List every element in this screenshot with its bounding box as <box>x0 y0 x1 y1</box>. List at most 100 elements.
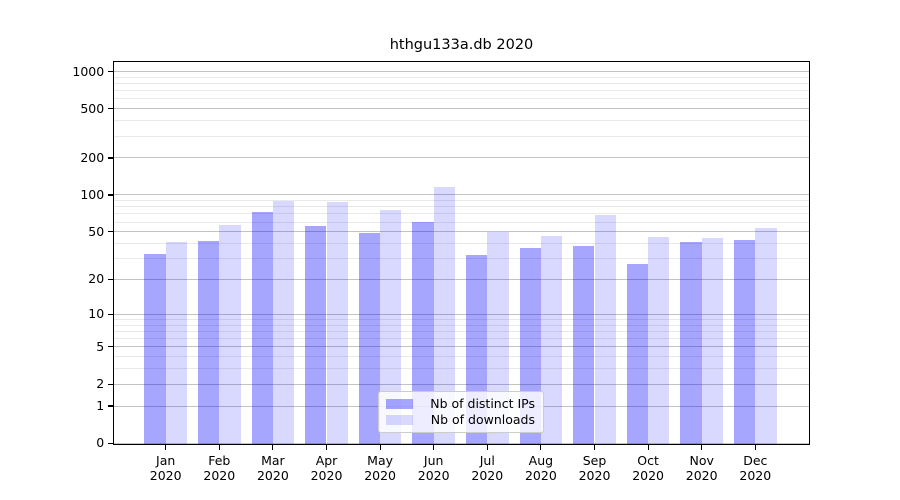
gridline-minor-y-40 <box>113 242 810 244</box>
y-tick-mark-1000 <box>108 70 113 73</box>
y-tick-label-50: 50 <box>88 223 105 239</box>
bar-nb-of-downloads-jun-2020 <box>433 187 456 445</box>
bar-nb-of-downloads-dec-2020 <box>755 227 777 445</box>
x-tick-label-jul-2020: Jul 2020 <box>471 452 504 484</box>
bar-nb-of-downloads-apr-2020 <box>326 201 348 445</box>
gridline-major-y-500 <box>113 108 810 110</box>
x-tick-label-apr-2020: Apr 2020 <box>310 452 343 484</box>
y-tick-label-100: 100 <box>80 186 105 202</box>
gridline-minor-y-60 <box>113 221 810 223</box>
gridline-minor-y-70 <box>113 213 810 215</box>
gridline-major-y-0 <box>113 442 810 444</box>
bar-nb-of-distinct-ips-mar-2020 <box>251 212 273 445</box>
bar-nb-of-distinct-ips-jun-2020 <box>412 222 434 445</box>
bar-nb-of-downloads-oct-2020 <box>648 237 670 445</box>
gridline-minor-y-3 <box>113 368 810 370</box>
gridline-minor-y-600 <box>113 98 810 100</box>
gridline-major-y-5 <box>113 346 810 348</box>
bar-nb-of-distinct-ips-dec-2020 <box>733 239 756 445</box>
gridline-minor-y-9 <box>113 318 810 320</box>
bar-nb-of-downloads-mar-2020 <box>272 200 295 445</box>
gridline-major-y-10 <box>113 313 810 315</box>
bar-nb-of-downloads-aug-2020 <box>540 236 563 445</box>
y-tick-label-1: 1 <box>96 398 105 413</box>
x-tick-label-may-2020: May 2020 <box>364 452 396 484</box>
y-tick-label-2: 2 <box>96 376 105 392</box>
gridline-minor-y-8 <box>113 324 810 326</box>
legend-label-distinct-ips: Nb of distinct IPs <box>430 396 535 411</box>
y-tick-mark-5 <box>108 346 113 348</box>
x-tick-mark-nov-2020 <box>701 445 703 450</box>
y-tick-mark-10 <box>108 313 113 315</box>
chart-title: hthgu133a.db 2020 <box>389 37 534 53</box>
y-tick-label-5: 5 <box>96 338 105 354</box>
x-tick-mark-jun-2020 <box>433 445 435 450</box>
gridline-minor-y-300 <box>113 135 810 137</box>
y-tick-mark-500 <box>108 108 113 110</box>
gridline-minor-y-6 <box>113 338 810 340</box>
y-tick-label-500: 500 <box>80 100 105 116</box>
bar-nb-of-downloads-jan-2020 <box>165 242 188 445</box>
x-tick-label-sep-2020: Sep 2020 <box>578 452 611 484</box>
legend-label-downloads: Nb of downloads <box>430 412 535 427</box>
gridline-minor-y-900 <box>113 76 810 78</box>
x-tick-mark-dec-2020 <box>754 445 756 450</box>
gridline-major-y-2 <box>113 383 810 385</box>
y-tick-label-200: 200 <box>80 149 105 165</box>
y-tick-label-0: 0 <box>96 435 105 451</box>
y-tick-mark-2 <box>108 383 113 385</box>
legend-row-distinct-ips: Nb of distinct IPs <box>386 396 535 412</box>
gridline-major-y-20 <box>113 278 810 280</box>
x-tick-label-oct-2020: Oct 2020 <box>632 452 664 484</box>
bar-nb-of-distinct-ips-feb-2020 <box>197 240 220 445</box>
gridline-major-y-1000 <box>113 71 810 73</box>
gridline-minor-y-400 <box>113 120 810 122</box>
y-tick-mark-200 <box>108 157 113 159</box>
x-tick-mark-aug-2020 <box>540 445 542 450</box>
gridline-minor-y-80 <box>113 206 810 208</box>
y-tick-mark-100 <box>108 194 113 196</box>
x-tick-mark-sep-2020 <box>593 445 596 450</box>
bar-nb-of-downloads-feb-2020 <box>219 224 241 445</box>
gridline-minor-y-4 <box>113 356 810 358</box>
legend-row-downloads: Nb of downloads <box>386 412 535 428</box>
y-tick-label-10: 10 <box>88 306 105 322</box>
gridline-minor-y-90 <box>113 200 810 202</box>
plot-area <box>113 61 810 445</box>
bar-nb-of-distinct-ips-jan-2020 <box>144 253 166 445</box>
y-tick-mark-1 <box>108 405 113 407</box>
y-tick-label-1000: 1000 <box>72 63 105 79</box>
y-tick-label-20: 20 <box>88 271 105 287</box>
gridline-minor-y-30 <box>113 258 810 260</box>
bar-nb-of-distinct-ips-may-2020 <box>358 232 381 445</box>
x-tick-label-mar-2020: Mar 2020 <box>256 452 289 484</box>
x-tick-label-dec-2020: Dec 2020 <box>739 452 772 484</box>
gridline-minor-y-7 <box>113 330 810 332</box>
x-tick-label-jan-2020: Jan 2020 <box>149 452 182 484</box>
legend: Nb of distinct IPs Nb of downloads <box>378 391 544 433</box>
gridline-minor-y-800 <box>113 83 810 85</box>
x-tick-label-jun-2020: Jun 2020 <box>417 452 450 484</box>
bar-nb-of-distinct-ips-nov-2020 <box>680 242 702 445</box>
legend-swatch-distinct-ips <box>386 399 413 409</box>
bar-nb-of-downloads-sep-2020 <box>594 215 616 445</box>
gridline-major-y-50 <box>113 231 810 233</box>
x-tick-mark-feb-2020 <box>218 445 220 450</box>
x-tick-mark-jul-2020 <box>486 445 488 450</box>
x-tick-label-nov-2020: Nov 2020 <box>685 452 718 484</box>
gridline-major-y-200 <box>113 157 810 159</box>
gridline-minor-y-700 <box>113 90 810 92</box>
x-tick-mark-may-2020 <box>379 445 381 450</box>
bar-nb-of-downloads-nov-2020 <box>701 238 724 445</box>
x-tick-mark-jan-2020 <box>165 445 167 450</box>
x-tick-label-feb-2020: Feb 2020 <box>203 452 236 484</box>
x-tick-label-aug-2020: Aug 2020 <box>524 452 557 484</box>
y-tick-mark-0 <box>108 442 113 444</box>
y-tick-mark-20 <box>108 278 113 281</box>
legend-swatch-downloads <box>386 415 413 425</box>
gridline-major-y-100 <box>113 194 810 196</box>
bar-nb-of-downloads-may-2020 <box>380 210 402 445</box>
x-tick-mark-mar-2020 <box>272 445 274 450</box>
x-tick-mark-oct-2020 <box>647 445 649 450</box>
